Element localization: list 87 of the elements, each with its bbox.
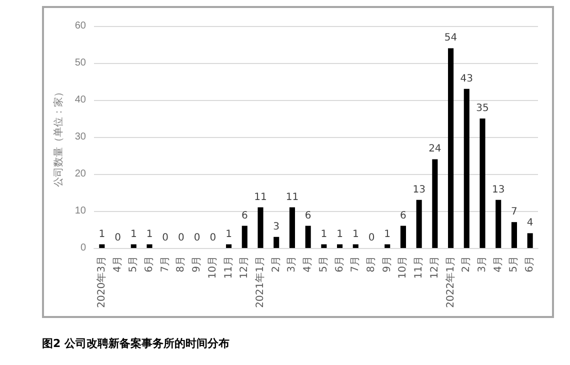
bar [321, 244, 327, 248]
x-tick-label: 4月 [112, 256, 124, 272]
data-label: 6 [304, 210, 312, 222]
x-tick-label: 3月 [286, 256, 298, 272]
bar [527, 233, 533, 248]
bar [400, 226, 406, 248]
data-label: 13 [492, 184, 505, 196]
x-tick-label: 7月 [350, 256, 362, 272]
bar [496, 200, 502, 248]
bar [352, 244, 358, 248]
caption: 图2 公司改聘新备案事务所的时间分布 [42, 336, 230, 351]
x-tick-label: 10月 [207, 256, 218, 279]
x-tick-label: 5月 [318, 256, 330, 272]
data-label: 11 [286, 192, 299, 203]
x-tick-label: 2022年1月 [444, 256, 456, 308]
x-tick-label: 12月 [429, 256, 440, 279]
y-axis-title: 公司数量（单位：家） [52, 87, 64, 187]
data-label: 1 [336, 228, 343, 240]
data-label: 1 [320, 228, 328, 240]
data-label: 1 [352, 228, 359, 240]
bar [305, 226, 311, 248]
x-tick-label: 3月 [477, 256, 488, 272]
x-tick-label: 2月 [461, 256, 472, 272]
data-label: 35 [476, 103, 489, 114]
bar [242, 226, 248, 248]
x-tick-label: 11月 [223, 256, 234, 279]
bar [432, 159, 438, 248]
data-label: 7 [511, 206, 518, 218]
y-tick-label: 50 [74, 58, 86, 68]
data-label: 0 [194, 232, 200, 244]
x-tick-label: 8月 [366, 256, 377, 272]
bar [274, 236, 280, 248]
data-label: 0 [210, 232, 216, 244]
x-tick-label: 6月 [144, 256, 155, 272]
y-tick-label: 0 [80, 242, 86, 254]
bar [130, 244, 136, 248]
x-tick-label: 2021年1月 [254, 256, 266, 308]
data-label: 0 [162, 232, 169, 244]
bar [99, 244, 105, 248]
bar [258, 207, 264, 248]
bar [289, 207, 295, 248]
data-label: 1 [130, 228, 137, 240]
data-label: 6 [241, 210, 248, 222]
bar [480, 118, 486, 248]
x-tick-label: 2月 [270, 256, 282, 272]
x-tick-label: 12月 [239, 256, 250, 279]
bar [384, 244, 390, 248]
data-label: 1 [146, 228, 153, 240]
bar [337, 244, 343, 248]
x-tick-label: 7月 [160, 256, 171, 272]
data-label: 1 [384, 228, 391, 240]
data-label: 13 [412, 184, 426, 196]
bar [464, 88, 470, 248]
x-tick-label: 5月 [508, 256, 520, 272]
y-tick-label: 10 [74, 206, 86, 216]
bar [416, 200, 422, 248]
data-label: 43 [460, 73, 474, 84]
data-label: 1 [98, 228, 106, 240]
x-tick-label: 8月 [176, 256, 187, 272]
data-label: 6 [400, 210, 406, 222]
bar [511, 222, 517, 248]
x-tick-label: 10月 [398, 256, 409, 279]
data-label: 24 [428, 144, 442, 155]
x-tick-label: 4月 [492, 256, 504, 272]
y-tick-label: 40 [74, 94, 86, 106]
y-tick-label: 60 [74, 20, 86, 32]
x-tick-label: 9月 [382, 256, 393, 272]
data-label: 11 [254, 192, 267, 203]
data-label: 0 [114, 232, 121, 244]
data-label: 1 [226, 228, 232, 240]
y-tick-label: 30 [74, 132, 86, 142]
data-label: 0 [178, 232, 184, 244]
bar [448, 48, 454, 248]
x-tick-label: 11月 [414, 256, 425, 279]
data-label: 54 [444, 32, 458, 44]
x-tick-label: 4月 [302, 256, 314, 272]
y-tick-label: 20 [74, 168, 86, 180]
x-tick-label: 9月 [192, 256, 203, 272]
bar [226, 244, 232, 248]
x-tick-label: 2020年3月 [95, 256, 108, 308]
data-label: 0 [368, 232, 375, 244]
data-label: 3 [273, 221, 280, 232]
x-tick-label: 5月 [128, 256, 140, 272]
data-label: 4 [526, 218, 534, 229]
x-tick-label: 6月 [334, 256, 346, 272]
bar [146, 244, 152, 248]
x-tick-label: 6月 [524, 256, 536, 272]
